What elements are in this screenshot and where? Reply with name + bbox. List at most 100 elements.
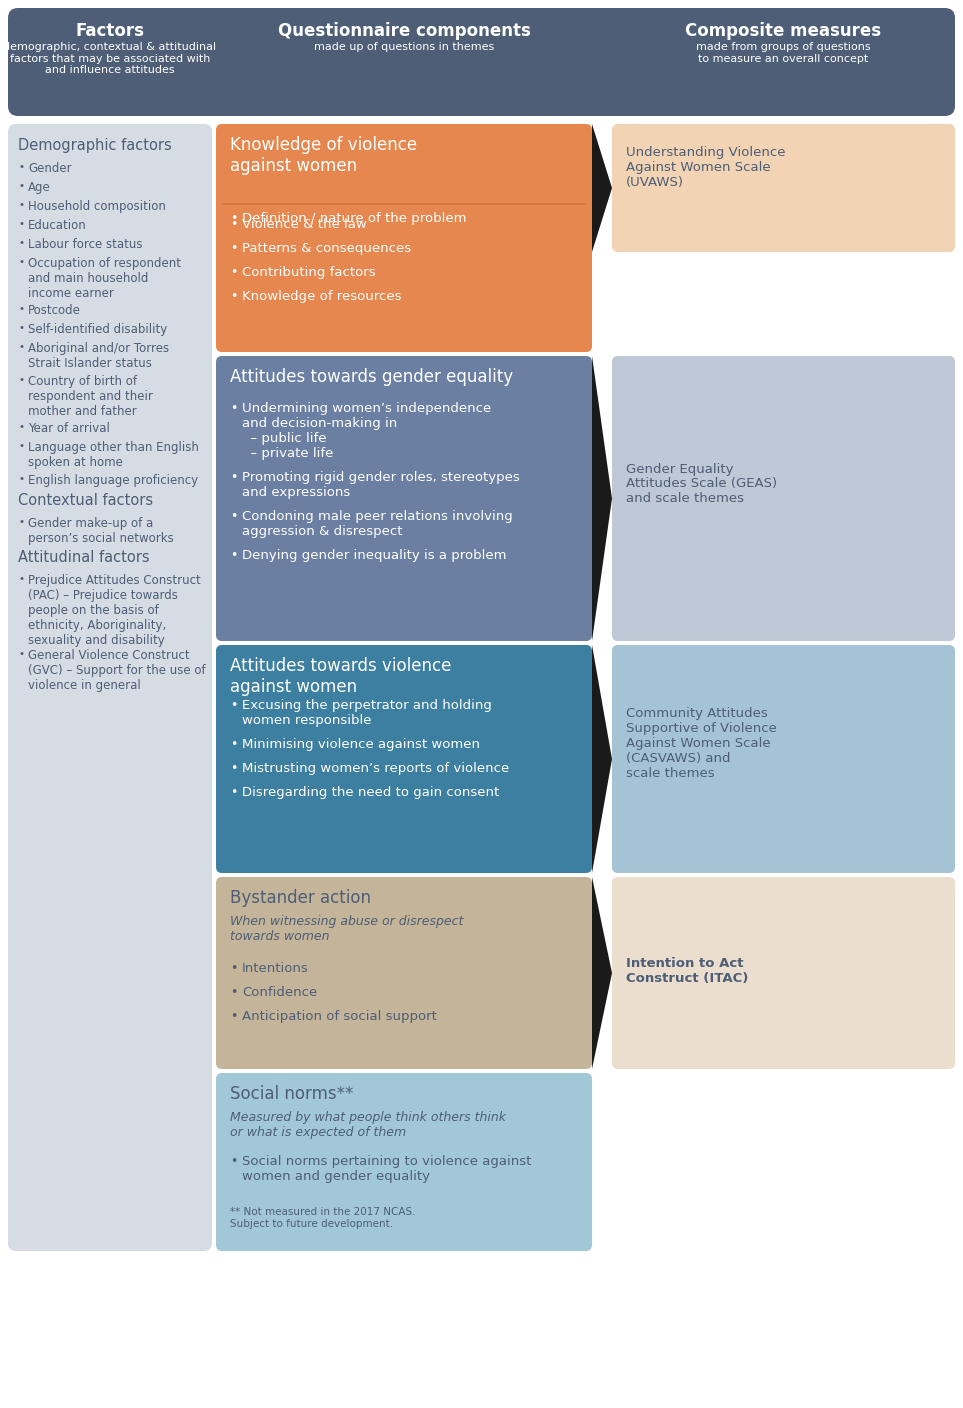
Text: Language other than English
spoken at home: Language other than English spoken at ho… [28,441,199,469]
Text: ** Not measured in the 2017 NCAS.
Subject to future development.: ** Not measured in the 2017 NCAS. Subjec… [230,1207,415,1229]
Text: Gender Equality
Attitudes Scale (GEAS)
and scale themes: Gender Equality Attitudes Scale (GEAS) a… [626,462,777,505]
Text: Contextual factors: Contextual factors [18,493,153,508]
Text: Demographic factors: Demographic factors [18,138,171,153]
FancyBboxPatch shape [216,645,592,873]
Text: •: • [18,441,24,451]
Text: •: • [18,162,24,172]
Text: Understanding Violence
Against Women Scale
(UVAWS): Understanding Violence Against Women Sca… [626,146,786,189]
Text: General Violence Construct
(GVC) – Support for the use of
violence in general: General Violence Construct (GVC) – Suppo… [28,649,206,691]
Text: •: • [18,517,24,527]
Text: Condoning male peer relations involving
aggression & disrespect: Condoning male peer relations involving … [242,510,512,538]
Text: •: • [18,322,24,334]
Text: Household composition: Household composition [28,200,166,213]
Text: •: • [18,200,24,210]
Text: Confidence: Confidence [242,986,317,1000]
Text: •: • [230,549,237,562]
Text: Prejudice Attitudes Construct
(PAC) – Prejudice towards
people on the basis of
e: Prejudice Attitudes Construct (PAC) – Pr… [28,574,200,648]
Text: Minimising violence against women: Minimising violence against women [242,738,480,750]
Text: •: • [18,422,24,432]
Text: •: • [230,213,237,225]
Text: Year of arrival: Year of arrival [28,422,110,435]
Text: Promoting rigid gender roles, stereotypes
and expressions: Promoting rigid gender roles, stereotype… [242,472,520,498]
Text: Disregarding the need to gain consent: Disregarding the need to gain consent [242,786,499,798]
Text: Anticipation of social support: Anticipation of social support [242,1010,437,1024]
Polygon shape [592,877,612,1069]
Text: •: • [18,574,24,584]
Text: •: • [230,218,237,231]
FancyBboxPatch shape [612,124,955,252]
Text: Factors: Factors [75,23,144,39]
Text: Labour force status: Labour force status [28,238,143,251]
Text: Measured by what people think others think
or what is expected of them: Measured by what people think others thi… [230,1111,506,1139]
Text: •: • [18,220,24,230]
Text: Patterns & consequences: Patterns & consequences [242,242,411,255]
Text: •: • [230,266,237,279]
Text: Denying gender inequality is a problem: Denying gender inequality is a problem [242,549,507,562]
Text: Mistrusting women’s reports of violence: Mistrusting women’s reports of violence [242,762,509,774]
Text: Aboriginal and/or Torres
Strait Islander status: Aboriginal and/or Torres Strait Islander… [28,342,169,370]
Text: •: • [18,304,24,314]
Text: Contributing factors: Contributing factors [242,266,376,279]
Text: •: • [230,738,237,750]
Text: •: • [230,403,237,415]
Text: Attitudes towards violence
against women: Attitudes towards violence against women [230,658,452,696]
Text: Social norms**: Social norms** [230,1086,353,1102]
FancyBboxPatch shape [8,124,212,1250]
FancyBboxPatch shape [612,877,955,1069]
Polygon shape [592,124,612,252]
Text: Self-identified disability: Self-identified disability [28,322,168,337]
Text: made up of questions in themes: made up of questions in themes [314,42,494,52]
Text: •: • [230,786,237,798]
Text: •: • [230,472,237,484]
Text: Education: Education [28,220,87,232]
Text: Age: Age [28,182,51,194]
Polygon shape [592,645,612,873]
Text: •: • [18,649,24,659]
Text: •: • [230,986,237,1000]
Text: Gender make-up of a
person’s social networks: Gender make-up of a person’s social netw… [28,517,173,545]
Text: Postcode: Postcode [28,304,81,317]
FancyBboxPatch shape [216,877,592,1069]
FancyBboxPatch shape [216,124,592,352]
Text: Questionnaire components: Questionnaire components [277,23,531,39]
Text: Violence & the law: Violence & the law [242,218,367,231]
Text: Attitudinal factors: Attitudinal factors [18,551,149,565]
Polygon shape [592,356,612,641]
Text: •: • [18,342,24,352]
Text: •: • [18,182,24,191]
Text: English language proficiency: English language proficiency [28,474,198,487]
FancyBboxPatch shape [216,1073,592,1250]
Text: Composite measures: Composite measures [686,23,881,39]
Text: •: • [230,698,237,712]
Text: •: • [230,1155,237,1169]
FancyBboxPatch shape [216,356,592,641]
Text: Knowledge of violence
against women: Knowledge of violence against women [230,137,417,175]
Text: •: • [230,762,237,774]
Text: Occupation of respondent
and main household
income earner: Occupation of respondent and main househ… [28,258,181,300]
Text: Intention to Act
Construct (ITAC): Intention to Act Construct (ITAC) [626,957,748,986]
Text: •: • [230,962,237,974]
FancyBboxPatch shape [8,8,955,115]
Text: •: • [230,290,237,303]
FancyBboxPatch shape [612,356,955,641]
Text: •: • [18,238,24,248]
Text: When witnessing abuse or disrespect
towards women: When witnessing abuse or disrespect towa… [230,915,463,943]
Text: Attitudes towards gender equality: Attitudes towards gender equality [230,367,513,386]
Text: •: • [230,1010,237,1024]
Text: •: • [230,510,237,522]
Text: made from groups of questions
to measure an overall concept: made from groups of questions to measure… [696,42,871,63]
Text: Definition / nature of the problem: Definition / nature of the problem [242,213,466,225]
Text: Excusing the perpetrator and holding
women responsible: Excusing the perpetrator and holding wom… [242,698,492,727]
Text: •: • [18,474,24,484]
FancyBboxPatch shape [612,645,955,873]
Text: Country of birth of
respondent and their
mother and father: Country of birth of respondent and their… [28,375,153,418]
Text: •: • [230,242,237,255]
Text: Intentions: Intentions [242,962,309,974]
Text: Bystander action: Bystander action [230,888,371,907]
Text: Knowledge of resources: Knowledge of resources [242,290,402,303]
Text: Gender: Gender [28,162,71,175]
Text: •: • [18,375,24,384]
Text: Social norms pertaining to violence against
women and gender equality: Social norms pertaining to violence agai… [242,1155,532,1183]
Text: demographic, contextual & attitudinal
factors that may be associated with
and in: demographic, contextual & attitudinal fa… [4,42,217,75]
Text: •: • [18,258,24,268]
